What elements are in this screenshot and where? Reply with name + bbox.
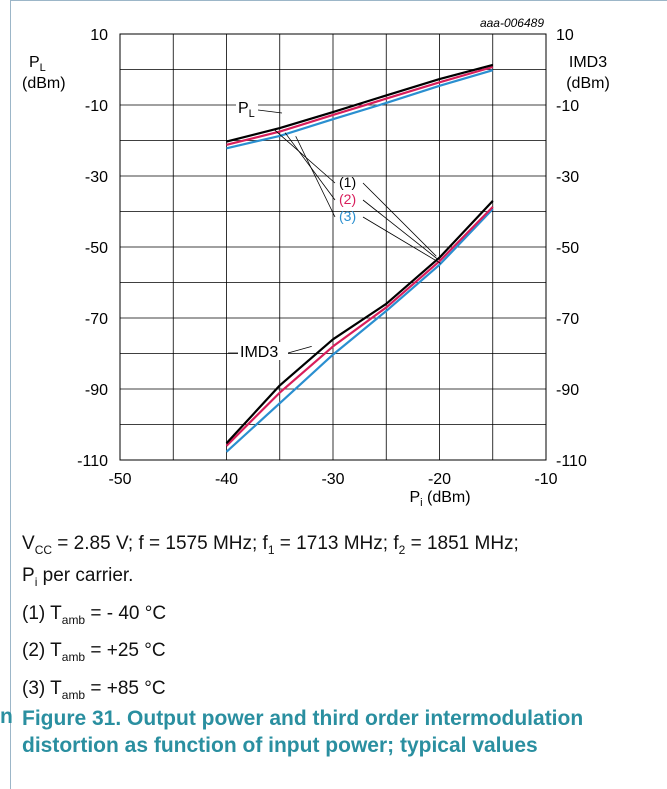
y-left-tick-label: 10 xyxy=(90,27,108,44)
x-tick-label: -10 xyxy=(534,471,557,488)
imd3-curve-leader xyxy=(287,346,312,354)
series-pl-line xyxy=(226,65,494,146)
x-tick-label: -40 xyxy=(215,471,238,488)
y-left-axis-label: PL xyxy=(29,54,46,74)
y-left-axis-unit: (dBm) xyxy=(22,75,66,92)
y-right-tick-label: -70 xyxy=(556,311,579,328)
series-imd3-line xyxy=(225,206,494,447)
pl-leader-line xyxy=(274,129,336,184)
y-right-tick-label: -50 xyxy=(556,240,579,257)
plot-frame xyxy=(119,33,547,461)
annotation-leaders xyxy=(228,109,441,354)
frame-left-border xyxy=(10,0,11,789)
chart: aaa-006489 PL (dBm) IMD3 (dBm) Pi (dBm) … xyxy=(22,16,610,509)
caption-conditions: VCC = 2.85 V; f = 1575 MHz; f1 = 1713 MH… xyxy=(22,533,519,557)
caption-item-3: (3) Tamb = +85 °C xyxy=(22,678,166,702)
caption-item-1: (1) Tamb = - 40 °C xyxy=(22,602,167,627)
x-tick-label: -30 xyxy=(321,471,344,488)
y-right-axis-unit: (dBm) xyxy=(566,75,610,92)
y-right-tick-label: -10 xyxy=(556,98,579,115)
y-left-tick-label: -90 xyxy=(85,382,108,399)
y-right-tick-label: -110 xyxy=(556,453,587,470)
y-left-tick-label: -50 xyxy=(85,240,108,257)
series-imd3-line xyxy=(225,208,494,453)
caption-per-carrier: Pi per carrier. xyxy=(22,564,134,589)
series-pl-line xyxy=(226,69,494,150)
pl-label-leader xyxy=(257,109,283,114)
pl-label-bg xyxy=(236,100,258,118)
x-tick-label: -20 xyxy=(428,471,451,488)
series-3-annotation: (3) xyxy=(339,208,356,224)
y-left-tick-label: -70 xyxy=(85,311,108,328)
series-pl-line xyxy=(226,63,494,143)
caption-item-2: (2) Tamb = +25 °C xyxy=(22,640,166,665)
imd3-annotation: IMD3 xyxy=(240,344,278,361)
y-left-tick-label: -10 xyxy=(85,98,108,115)
imd3-label-bg xyxy=(238,342,288,360)
pl-leader-line xyxy=(295,136,336,218)
y-right-tick-label: -90 xyxy=(556,382,579,399)
x-axis-label: Pi (dBm) xyxy=(409,489,470,509)
x-tick-label: -50 xyxy=(108,471,131,488)
imd3-leader-line xyxy=(362,216,441,264)
frame-top-border xyxy=(10,0,667,1)
chart-series-lines xyxy=(225,63,494,453)
figure-title: Figure 31. Output power and third order … xyxy=(22,707,584,757)
chart-grid xyxy=(119,33,547,461)
chart-watermark: aaa-006489 xyxy=(480,16,544,30)
imd3-leader-line xyxy=(362,182,437,257)
series-imd3-line xyxy=(225,200,494,445)
y-right-tick-label: -30 xyxy=(556,169,579,186)
y-left-tick-label: -30 xyxy=(85,169,108,186)
figure-margin-letter: n xyxy=(0,705,13,728)
figure-caption: VCC = 2.85 V; f = 1575 MHz; f1 = 1713 MH… xyxy=(22,528,519,711)
y-right-axis-label: IMD3 xyxy=(569,54,607,71)
series-1-annotation: (1) xyxy=(339,174,356,190)
series-2-annotation: (2) xyxy=(339,191,356,207)
imd3-leader-line xyxy=(362,199,439,261)
y-left-tick-label: -110 xyxy=(77,453,108,470)
y-right-tick-label: 10 xyxy=(556,27,574,44)
